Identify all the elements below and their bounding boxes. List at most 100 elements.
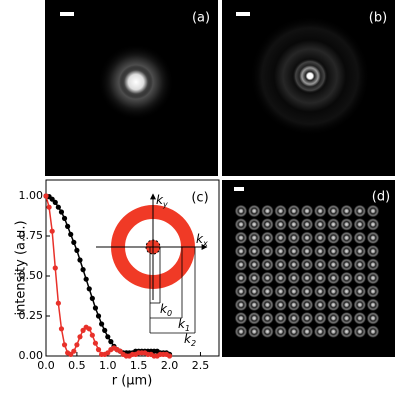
spot [353,285,366,298]
spot [235,312,247,325]
spot [261,218,274,231]
data-point [105,334,111,340]
data-point [105,350,111,356]
spot [301,231,313,244]
spot [301,218,313,231]
data-point [68,231,74,237]
spot [340,245,353,258]
y-tick-label: 0.25 [19,309,44,322]
spot [367,218,379,231]
spot [367,205,379,217]
spot [353,218,366,231]
spot [340,258,353,271]
data-point [86,286,92,292]
spot [287,325,300,338]
x-tick-label: 1.0 [99,359,117,372]
spot [248,298,261,311]
spot [301,298,313,311]
spot [274,245,287,258]
inset-label: kx [196,232,208,248]
spot [248,258,261,271]
spot [367,258,379,271]
data-point [74,247,80,253]
label-base: k [178,317,186,331]
x-tick-label: 1.5 [130,359,148,372]
data-point [83,276,89,282]
spot [287,272,300,284]
spot [353,312,366,325]
spot [314,245,327,258]
spot [327,245,340,258]
spot [248,272,261,284]
spot [367,312,379,325]
x-tick-label: 2.0 [161,359,179,372]
panel-label: (c) [191,191,208,206]
panel-label: (a) [192,11,210,26]
spot [327,272,340,284]
spot [314,205,327,217]
label-base: k [156,193,164,207]
spot [248,245,261,258]
spot [314,325,327,338]
inset-label: k0 [160,302,172,318]
spot [235,231,247,244]
spot [261,312,274,325]
x-tick-label: 2.5 [192,359,210,372]
data-point [95,313,102,319]
data-point [86,326,92,332]
label-base: k [184,332,192,346]
panel-label: (d) [372,190,390,205]
spot [367,231,379,244]
data-point [61,342,68,348]
spot [327,312,340,325]
spot [327,325,340,338]
spot [274,231,287,244]
label-sub: x [202,239,208,248]
label-base: k [196,232,204,246]
spot [327,218,340,231]
data-point [92,305,99,311]
label-sub: 1 [185,324,190,333]
spot [327,205,340,217]
data-point [102,327,108,333]
panel-d: (d) [222,180,395,357]
data-point [52,265,58,271]
label-base: k [160,302,168,316]
spot [353,245,366,258]
spot [261,285,274,298]
panel-label: (b) [369,11,387,26]
spot [287,298,300,311]
spot [353,258,366,271]
spot [261,245,274,258]
spot [301,312,313,325]
spot [261,258,274,271]
spot [367,325,379,338]
spot [274,325,287,338]
spot [287,218,300,231]
spot [340,285,353,298]
data-point [49,196,55,202]
label-sub: 2 [191,339,196,348]
spot [301,245,313,258]
label-sub: 0 [167,309,172,318]
spot [235,245,247,258]
spot [353,272,366,284]
spot [261,298,274,311]
spot [287,285,300,298]
spot [367,298,379,311]
spot [340,272,353,284]
data-point [166,353,173,359]
data-point [74,342,80,348]
spot [327,258,340,271]
spot [314,258,327,271]
data-point [77,257,83,263]
spot [340,218,353,231]
spot [301,205,313,217]
data-point [43,193,49,199]
spot [367,245,379,258]
spot [314,285,327,298]
data-point [95,347,102,353]
y-tick-label: 0.50 [19,269,44,282]
label-sub: y [162,200,168,209]
